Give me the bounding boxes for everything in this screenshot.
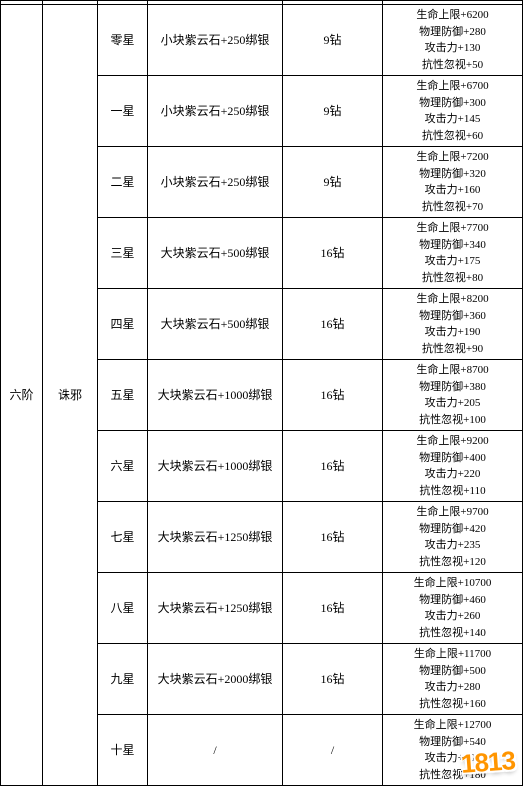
material-cell: 大块紫云石+1250绑银	[148, 573, 283, 644]
star-cell: 七星	[98, 502, 148, 573]
cost-cell: 9钻	[283, 76, 383, 147]
material-cell: 小块紫云石+250绑银	[148, 5, 283, 76]
material-cell: 小块紫云石+250绑银	[148, 147, 283, 218]
stats-cell: 生命上限+10700 物理防御+460 攻击力+260 抗性忽视+140	[383, 573, 523, 644]
cost-cell: 16钻	[283, 218, 383, 289]
material-cell: 大块紫云石+1000绑银	[148, 431, 283, 502]
cost-cell: 16钻	[283, 289, 383, 360]
cost-cell: 16钻	[283, 431, 383, 502]
material-cell: 大块紫云石+500绑银	[148, 218, 283, 289]
cost-cell: 16钻	[283, 573, 383, 644]
star-cell: 四星	[98, 289, 148, 360]
star-cell: 二星	[98, 147, 148, 218]
star-cell: 九星	[98, 644, 148, 715]
stats-cell: 生命上限+12700 物理防御+540 攻击力+300 抗性忽视+180	[383, 715, 523, 786]
star-cell: 一星	[98, 76, 148, 147]
upgrade-table: 六阶 诛邪 零星 小块紫云石+250绑银 9钻 生命上限+6200 物理防御+2…	[0, 0, 523, 786]
star-cell: 六星	[98, 431, 148, 502]
star-cell: 五星	[98, 360, 148, 431]
cost-cell: 16钻	[283, 360, 383, 431]
stats-cell: 生命上限+9200 物理防御+400 攻击力+220 抗性忽视+110	[383, 431, 523, 502]
cost-cell: 16钻	[283, 644, 383, 715]
material-cell: /	[148, 715, 283, 786]
stats-cell: 生命上限+6200 物理防御+280 攻击力+130 抗性忽视+50	[383, 5, 523, 76]
star-cell: 零星	[98, 5, 148, 76]
stats-cell: 生命上限+8700 物理防御+380 攻击力+205 抗性忽视+100	[383, 360, 523, 431]
stats-cell: 生命上限+11700 物理防御+500 攻击力+280 抗性忽视+160	[383, 644, 523, 715]
cost-cell: /	[283, 715, 383, 786]
material-cell: 大块紫云石+1000绑银	[148, 360, 283, 431]
material-cell: 小块紫云石+250绑银	[148, 76, 283, 147]
material-cell: 大块紫云石+1250绑银	[148, 502, 283, 573]
cost-cell: 9钻	[283, 147, 383, 218]
name-cell: 诛邪	[43, 5, 98, 786]
stats-cell: 生命上限+9700 物理防御+420 攻击力+235 抗性忽视+120	[383, 502, 523, 573]
tier-cell: 六阶	[1, 5, 43, 786]
material-cell: 大块紫云石+500绑银	[148, 289, 283, 360]
cost-cell: 16钻	[283, 502, 383, 573]
table-row: 六阶 诛邪 零星 小块紫云石+250绑银 9钻 生命上限+6200 物理防御+2…	[1, 5, 523, 76]
table-container: 六阶 诛邪 零星 小块紫云石+250绑银 9钻 生命上限+6200 物理防御+2…	[0, 0, 523, 786]
stats-cell: 生命上限+7200 物理防御+320 攻击力+160 抗性忽视+70	[383, 147, 523, 218]
cost-cell: 9钻	[283, 5, 383, 76]
material-cell: 大块紫云石+2000绑银	[148, 644, 283, 715]
star-cell: 八星	[98, 573, 148, 644]
star-cell: 十星	[98, 715, 148, 786]
stats-cell: 生命上限+6700 物理防御+300 攻击力+145 抗性忽视+60	[383, 76, 523, 147]
star-cell: 三星	[98, 218, 148, 289]
stats-cell: 生命上限+7700 物理防御+340 攻击力+175 抗性忽视+80	[383, 218, 523, 289]
stats-cell: 生命上限+8200 物理防御+360 攻击力+190 抗性忽视+90	[383, 289, 523, 360]
